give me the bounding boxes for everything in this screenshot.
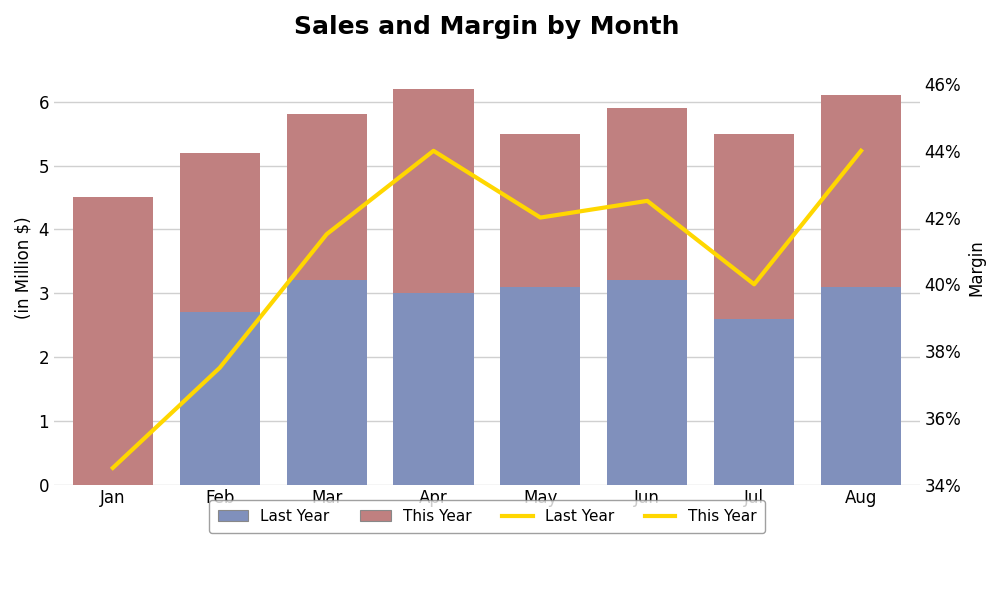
Bar bbox=[287, 115, 367, 280]
Bar bbox=[393, 293, 474, 485]
Bar bbox=[500, 134, 580, 287]
Bar bbox=[393, 89, 474, 293]
Y-axis label: (in Million $): (in Million $) bbox=[15, 217, 33, 319]
Bar bbox=[821, 95, 901, 287]
Bar bbox=[287, 280, 367, 485]
Bar bbox=[821, 287, 901, 485]
Legend: Last Year, This Year, Last Year, This Year: Last Year, This Year, Last Year, This Ye… bbox=[209, 500, 765, 533]
Y-axis label: Margin: Margin bbox=[967, 239, 985, 296]
Bar bbox=[180, 153, 260, 312]
Bar bbox=[500, 287, 580, 485]
Bar bbox=[714, 134, 794, 319]
Bar bbox=[607, 108, 687, 280]
Bar bbox=[714, 319, 794, 485]
Bar bbox=[607, 280, 687, 485]
Title: Sales and Margin by Month: Sales and Margin by Month bbox=[294, 15, 680, 39]
Bar bbox=[73, 197, 153, 485]
Bar bbox=[180, 312, 260, 485]
